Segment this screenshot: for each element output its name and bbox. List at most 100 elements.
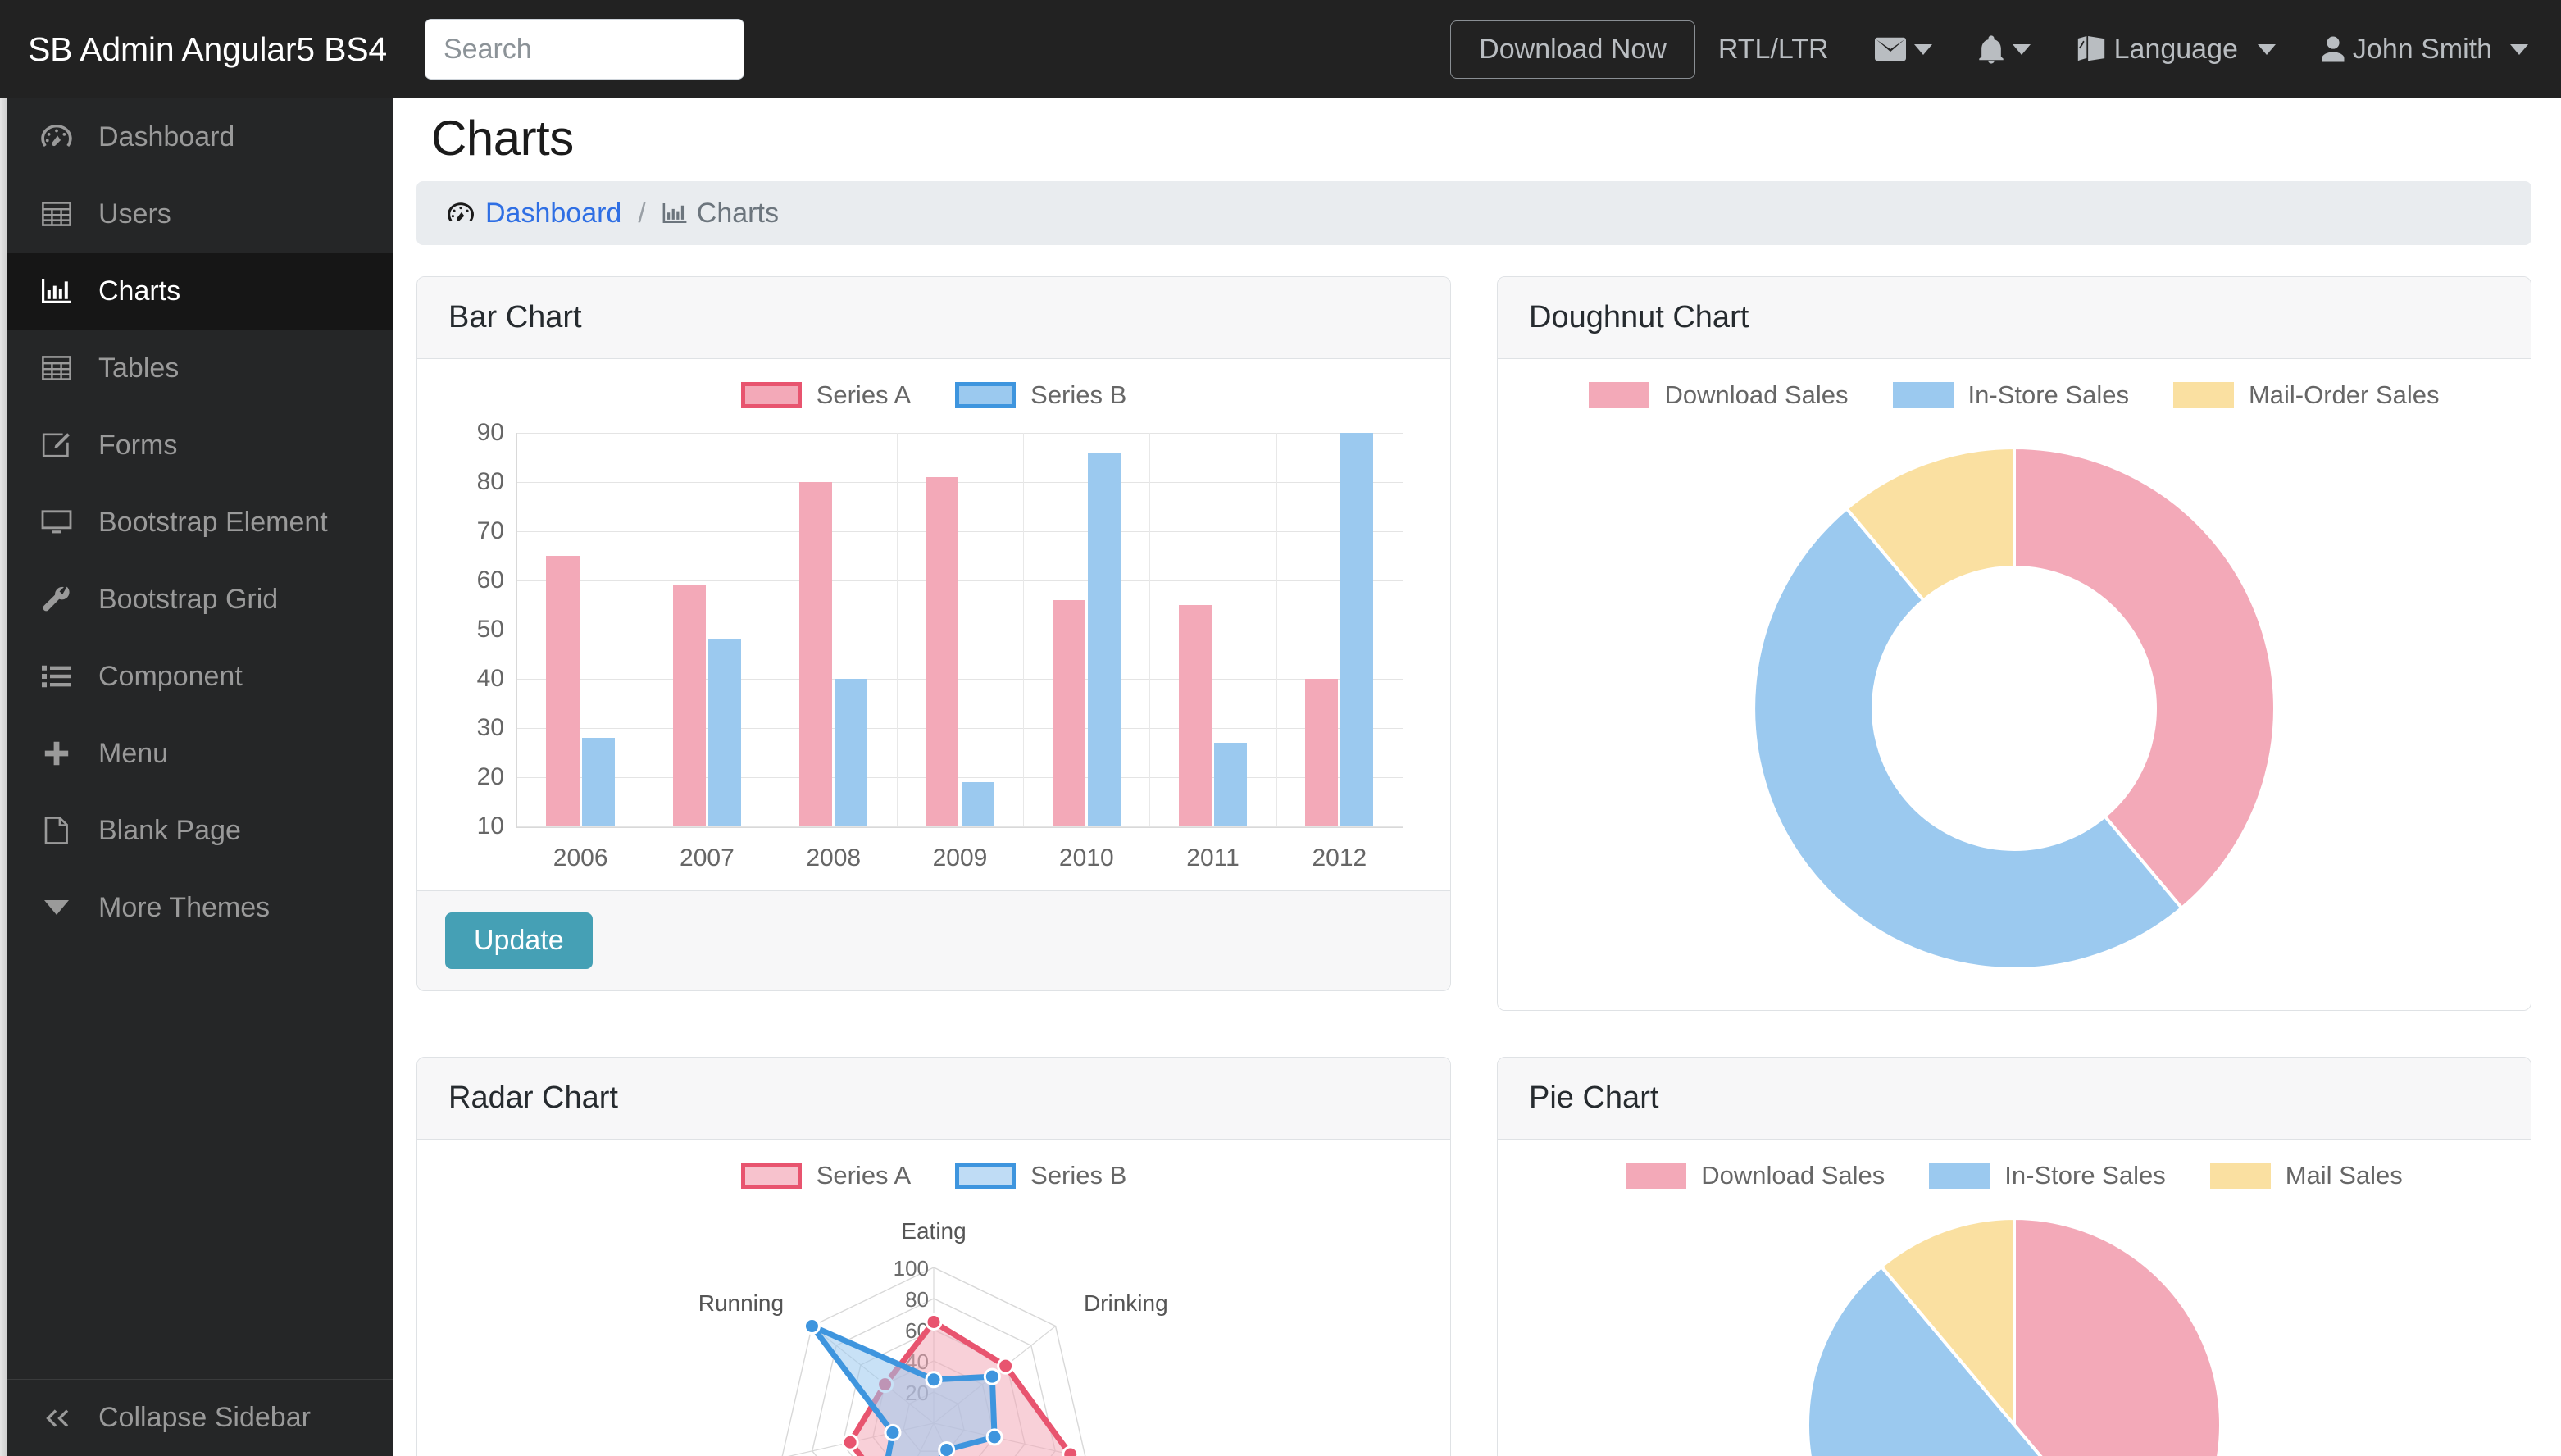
- bar-group: 2011: [1149, 433, 1276, 871]
- sidebar-item-bootstrap-element[interactable]: Bootstrap Element: [0, 484, 393, 561]
- radar-chart-canvas[interactable]: 20406080100EatingDrinkingSleepingDesigni…: [445, 1203, 1422, 1456]
- bar[interactable]: [1305, 679, 1339, 826]
- legend-item-download-sales[interactable]: Download Sales: [1626, 1161, 1885, 1190]
- sidebar-left-edge: [0, 98, 7, 1456]
- pie-chart-legend: Download Sales In-Store Sales Mail Sales: [1526, 1161, 2503, 1190]
- sidebar-item-dashboard[interactable]: Dashboard: [0, 98, 393, 175]
- pie-chart-title: Pie Chart: [1498, 1058, 2531, 1140]
- legend-item-mail-sales[interactable]: Mail Sales: [2209, 1161, 2403, 1190]
- bar[interactable]: [1087, 453, 1121, 826]
- bar[interactable]: [1214, 743, 1248, 826]
- notifications-dropdown[interactable]: [1955, 34, 2054, 64]
- y-axis-tick: 30: [476, 714, 504, 741]
- legend-item-in-store-sales[interactable]: In-Store Sales: [1929, 1161, 2166, 1190]
- legend-item-download-sales[interactable]: Download Sales: [1589, 380, 1849, 410]
- sidebar-item-label: Menu: [98, 737, 169, 769]
- doughnut-chart-column: Doughnut Chart Download Sales In-Store S…: [1497, 276, 2531, 1057]
- radar-svg: 20406080100EatingDrinkingSleepingDesigni…: [671, 1218, 1210, 1456]
- bar[interactable]: [926, 477, 959, 826]
- bar[interactable]: [961, 782, 994, 826]
- y-axis-tick: 80: [476, 468, 504, 495]
- sidebar-item-more-themes[interactable]: More Themes: [0, 869, 393, 946]
- bar[interactable]: [1178, 605, 1212, 826]
- radar-tick-label: 80: [905, 1287, 929, 1312]
- bar-groups: 2006 2007 2008 2009 2010 2011 2012: [517, 433, 1403, 871]
- bar[interactable]: [1052, 600, 1085, 826]
- legend-label: In-Store Sales: [2004, 1161, 2166, 1190]
- search-input[interactable]: [424, 19, 744, 80]
- doughnut-chart-canvas[interactable]: [1526, 423, 2503, 985]
- bell-icon: [1978, 34, 2004, 64]
- bar[interactable]: [799, 482, 833, 826]
- grid-line: [517, 777, 1403, 778]
- radar-data-point[interactable]: [938, 1441, 956, 1456]
- sidebar-item-users[interactable]: Users: [0, 175, 393, 253]
- doughnut-svg: [1752, 445, 2277, 971]
- pie-chart-canvas[interactable]: [1526, 1203, 2503, 1456]
- sidebar-item-forms[interactable]: Forms: [0, 407, 393, 484]
- sidebar-item-tables[interactable]: Tables: [0, 330, 393, 407]
- chevron-down-icon: [2012, 43, 2031, 55]
- dashboard-icon: [448, 202, 474, 224]
- bar[interactable]: [1340, 433, 1374, 826]
- sidebar-menu: Dashboard Users Charts Tables Forms: [0, 98, 393, 1379]
- sidebar-item-charts[interactable]: Charts: [0, 253, 393, 330]
- user-dropdown[interactable]: John Smith: [2299, 34, 2528, 66]
- sidebar-item-blank-page[interactable]: Blank Page: [0, 792, 393, 869]
- pie-slice[interactable]: [1879, 1216, 2016, 1430]
- radar-data-point[interactable]: [884, 1423, 902, 1441]
- radar-series-area[interactable]: [808, 1323, 998, 1456]
- bar-chart-canvas[interactable]: 90 80 70 60 50 40 30 20 10 2006 2007 2008 2009 2010 20…: [445, 419, 1422, 882]
- legend-item-series-a[interactable]: Series A: [740, 1161, 911, 1190]
- bar-chart-icon: [662, 203, 687, 223]
- radar-data-point[interactable]: [985, 1428, 1003, 1446]
- language-dropdown[interactable]: Language: [2054, 34, 2299, 66]
- pie-slice[interactable]: [1752, 506, 2185, 971]
- desktop-icon: [39, 510, 74, 535]
- pie-slice[interactable]: [2013, 1216, 2222, 1456]
- radar-tick-label: 100: [894, 1256, 929, 1281]
- collapse-sidebar-button[interactable]: Collapse Sidebar: [0, 1379, 393, 1456]
- radar-data-point[interactable]: [841, 1433, 859, 1451]
- radar-data-point[interactable]: [983, 1367, 1001, 1385]
- radar-data-point[interactable]: [1062, 1445, 1080, 1456]
- update-button[interactable]: Update: [445, 912, 593, 969]
- bar[interactable]: [707, 639, 742, 826]
- pie-slice[interactable]: [1806, 1264, 2147, 1456]
- app-brand[interactable]: SB Admin Angular5 BS4: [28, 30, 387, 68]
- rtl-ltr-toggle[interactable]: RTL/LTR: [1695, 34, 1852, 66]
- legend-item-series-b[interactable]: Series B: [955, 1161, 1126, 1190]
- bar[interactable]: [581, 738, 615, 826]
- legend-item-mail-order-sales[interactable]: Mail-Order Sales: [2172, 380, 2440, 410]
- radar-data-point[interactable]: [803, 1317, 821, 1335]
- envelope-icon: [1874, 37, 1906, 61]
- legend-swatch: [740, 382, 802, 408]
- breadcrumb-current: Charts: [662, 198, 779, 230]
- legend-item-in-store-sales[interactable]: In-Store Sales: [1892, 380, 2129, 410]
- grid-line: [517, 580, 1403, 581]
- sidebar-item-menu[interactable]: Menu: [0, 715, 393, 792]
- bar[interactable]: [546, 556, 580, 826]
- legend-item-series-a[interactable]: Series A: [740, 380, 911, 410]
- x-axis-tick: 2012: [1312, 844, 1367, 871]
- sidebar-item-component[interactable]: Component: [0, 638, 393, 715]
- radar-data-point[interactable]: [925, 1371, 943, 1389]
- sidebar-item-label: Forms: [98, 429, 178, 461]
- messages-dropdown[interactable]: [1852, 37, 1955, 61]
- pie-slice[interactable]: [2013, 445, 2277, 911]
- radar-grid-ring: [812, 1298, 1056, 1456]
- legend-label: In-Store Sales: [1967, 380, 2129, 409]
- radar-data-point[interactable]: [997, 1357, 1015, 1375]
- radar-data-point[interactable]: [925, 1313, 943, 1331]
- legend-swatch: [1929, 1163, 1990, 1189]
- grid-line: [1276, 433, 1277, 826]
- breadcrumb-dashboard-link[interactable]: Dashboard: [485, 197, 622, 229]
- download-now-button[interactable]: Download Now: [1450, 20, 1695, 79]
- x-axis-tick: 2010: [1058, 844, 1114, 871]
- pie-slice[interactable]: [1844, 445, 2016, 603]
- legend-swatch: [2209, 1163, 2271, 1189]
- bar[interactable]: [835, 679, 868, 826]
- bar[interactable]: [672, 585, 706, 826]
- sidebar-item-bootstrap-grid[interactable]: Bootstrap Grid: [0, 561, 393, 638]
- legend-item-series-b[interactable]: Series B: [955, 380, 1126, 410]
